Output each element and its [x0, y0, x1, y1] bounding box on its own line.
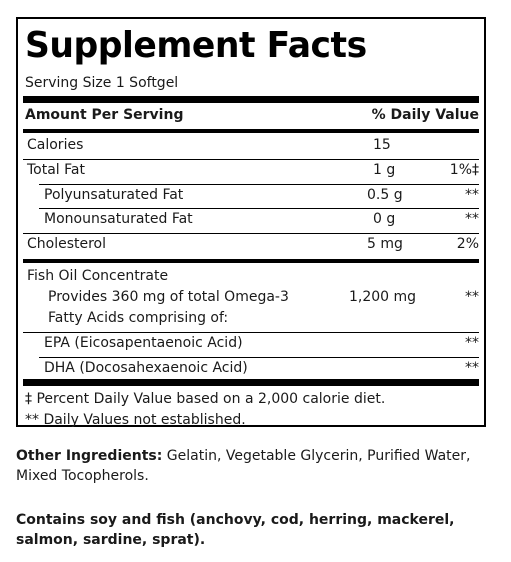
- row-monounsaturated-dv: **: [465, 211, 479, 227]
- row-divider: [23, 233, 479, 234]
- row-epa-dv: **: [465, 335, 479, 351]
- other-ingredients-text: Gelatin, Vegetable Glycerin, Purified Wa…: [16, 448, 471, 484]
- row-divider: [39, 357, 479, 358]
- row-total-fat-dv: 1%‡: [449, 162, 479, 178]
- row-epa-name: EPA (Eicosapentaenoic Acid): [44, 335, 243, 351]
- panel-title: Supplement Facts: [25, 25, 367, 66]
- fish-oil-dv: **: [465, 289, 479, 305]
- row-cholesterol-name: Cholesterol: [27, 236, 107, 252]
- footnote-daily-value: ‡ Percent Daily Value based on a 2,000 c…: [25, 391, 386, 407]
- fish-oil-desc-line1: Provides 360 mg of total Omega-3: [48, 289, 289, 305]
- fish-oil-amount: 1,200 mg: [349, 289, 417, 305]
- other-ingredients-label: Other Ingredients:: [16, 448, 163, 464]
- row-calories-amount: 15: [373, 137, 391, 153]
- amount-per-serving-header: Amount Per Serving: [25, 107, 184, 123]
- row-monounsaturated-amount: 0 g: [373, 211, 396, 227]
- row-total-fat-name: Total Fat: [27, 162, 85, 178]
- row-polyunsaturated-dv: **: [465, 187, 479, 203]
- other-ingredients: Other Ingredients: Gelatin, Vegetable Gl…: [16, 446, 498, 486]
- row-calories-name: Calories: [27, 137, 84, 153]
- row-polyunsaturated-name: Polyunsaturated Fat: [44, 187, 184, 203]
- footnote-not-established: ** Daily Values not established.: [25, 412, 246, 428]
- row-cholesterol-amount: 5 mg: [367, 236, 403, 252]
- supplement-facts-panel: Supplement Facts Serving Size 1 Softgel …: [16, 17, 486, 428]
- row-divider: [23, 332, 479, 333]
- row-total-fat-amount: 1 g: [373, 162, 396, 178]
- divider-thick: [23, 379, 479, 386]
- row-dha-dv: **: [465, 360, 479, 376]
- row-divider: [23, 159, 479, 160]
- fish-oil-name: Fish Oil Concentrate: [27, 268, 169, 284]
- divider-medium: [23, 259, 479, 263]
- serving-size: Serving Size 1 Softgel: [25, 75, 179, 91]
- daily-value-header: % Daily Value: [371, 107, 479, 123]
- allergen-statement: Contains soy and fish (anchovy, cod, her…: [16, 512, 455, 548]
- row-divider: [39, 208, 479, 209]
- row-dha-name: DHA (Docosahexaenoic Acid): [44, 360, 248, 376]
- divider-medium: [23, 129, 479, 133]
- row-monounsaturated-name: Monounsaturated Fat: [44, 211, 193, 227]
- row-polyunsaturated-amount: 0.5 g: [367, 187, 403, 203]
- divider-thick: [23, 96, 479, 103]
- row-cholesterol-dv: 2%: [456, 236, 479, 252]
- fish-oil-desc-line2: Fatty Acids comprising of:: [48, 310, 229, 326]
- row-divider: [39, 184, 479, 185]
